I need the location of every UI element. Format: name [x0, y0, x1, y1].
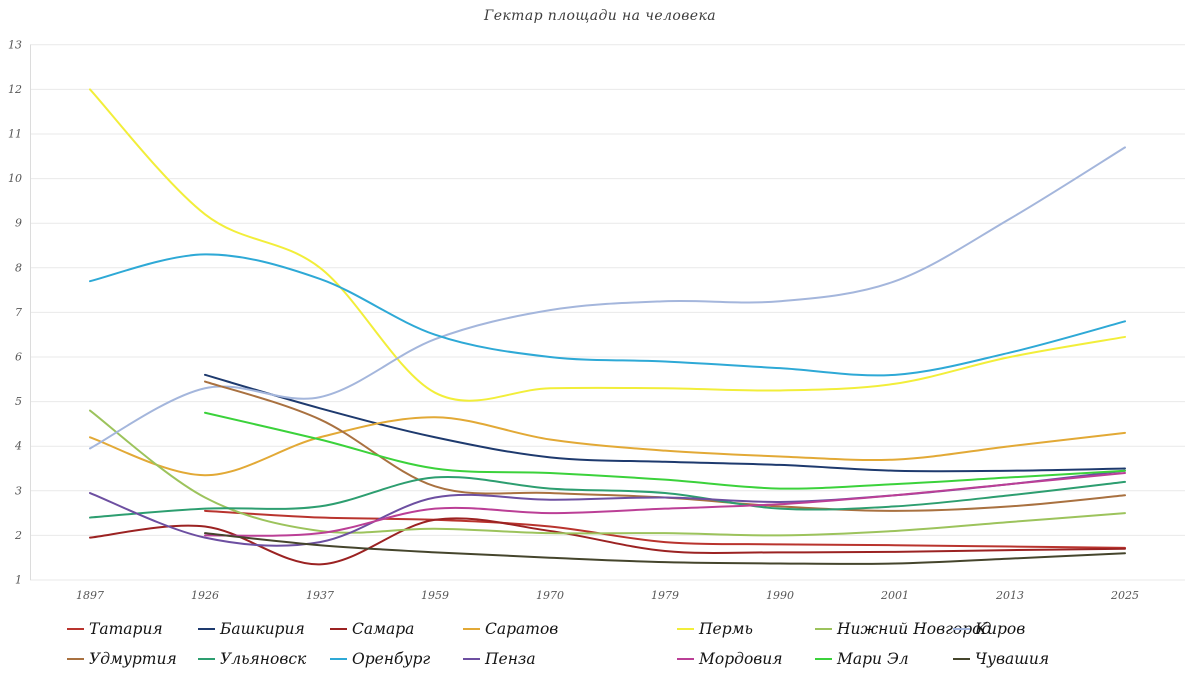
series-line-Самара — [89, 517, 1126, 566]
x-tick-label: 1926 — [191, 589, 219, 602]
y-tick-label: 7 — [15, 306, 22, 319]
y-tick-label: 10 — [8, 172, 22, 185]
series-line-Нижний Новгород — [89, 409, 1126, 537]
x-tick-label: 1990 — [766, 589, 794, 602]
y-tick-label: 1 — [15, 574, 22, 587]
series-line-Саратов — [89, 416, 1126, 477]
y-tick-label: 12 — [8, 83, 22, 96]
y-tick-label: 5 — [15, 395, 22, 408]
x-tick-label: 1970 — [536, 589, 564, 602]
series-line-Ульяновск — [89, 475, 1126, 519]
y-tick-label: 8 — [15, 261, 22, 274]
series-line-Пермь — [89, 88, 1126, 402]
y-tick-label: 13 — [8, 38, 22, 51]
x-tick-label: 1897 — [76, 589, 104, 602]
y-tick-label: 2 — [14, 529, 22, 542]
x-tick-label: 2025 — [1110, 589, 1139, 602]
x-tick-label: 1937 — [306, 589, 334, 602]
series-line-Оренбург — [89, 253, 1126, 377]
x-tick-label: 1979 — [651, 589, 679, 602]
y-tick-label: 11 — [8, 128, 22, 141]
x-tick-label: 1959 — [421, 589, 449, 602]
x-tick-label: 2001 — [880, 589, 909, 602]
y-tick-label: 4 — [14, 440, 22, 453]
y-tick-label: 9 — [15, 217, 22, 230]
x-tick-label: 2013 — [995, 589, 1024, 602]
series-line-Башкирия — [204, 373, 1126, 473]
series-line-Мордовия — [204, 471, 1126, 537]
series-line-Чувашия — [204, 532, 1126, 565]
chart-title: Гектар площади на человека — [484, 8, 716, 24]
series-line-Татария — [204, 509, 1126, 549]
y-tick-label: 3 — [15, 484, 22, 497]
series-line-Киров — [89, 146, 1126, 450]
series-line-Мари Эл — [204, 411, 1126, 490]
y-tick-label: 6 — [15, 351, 22, 364]
